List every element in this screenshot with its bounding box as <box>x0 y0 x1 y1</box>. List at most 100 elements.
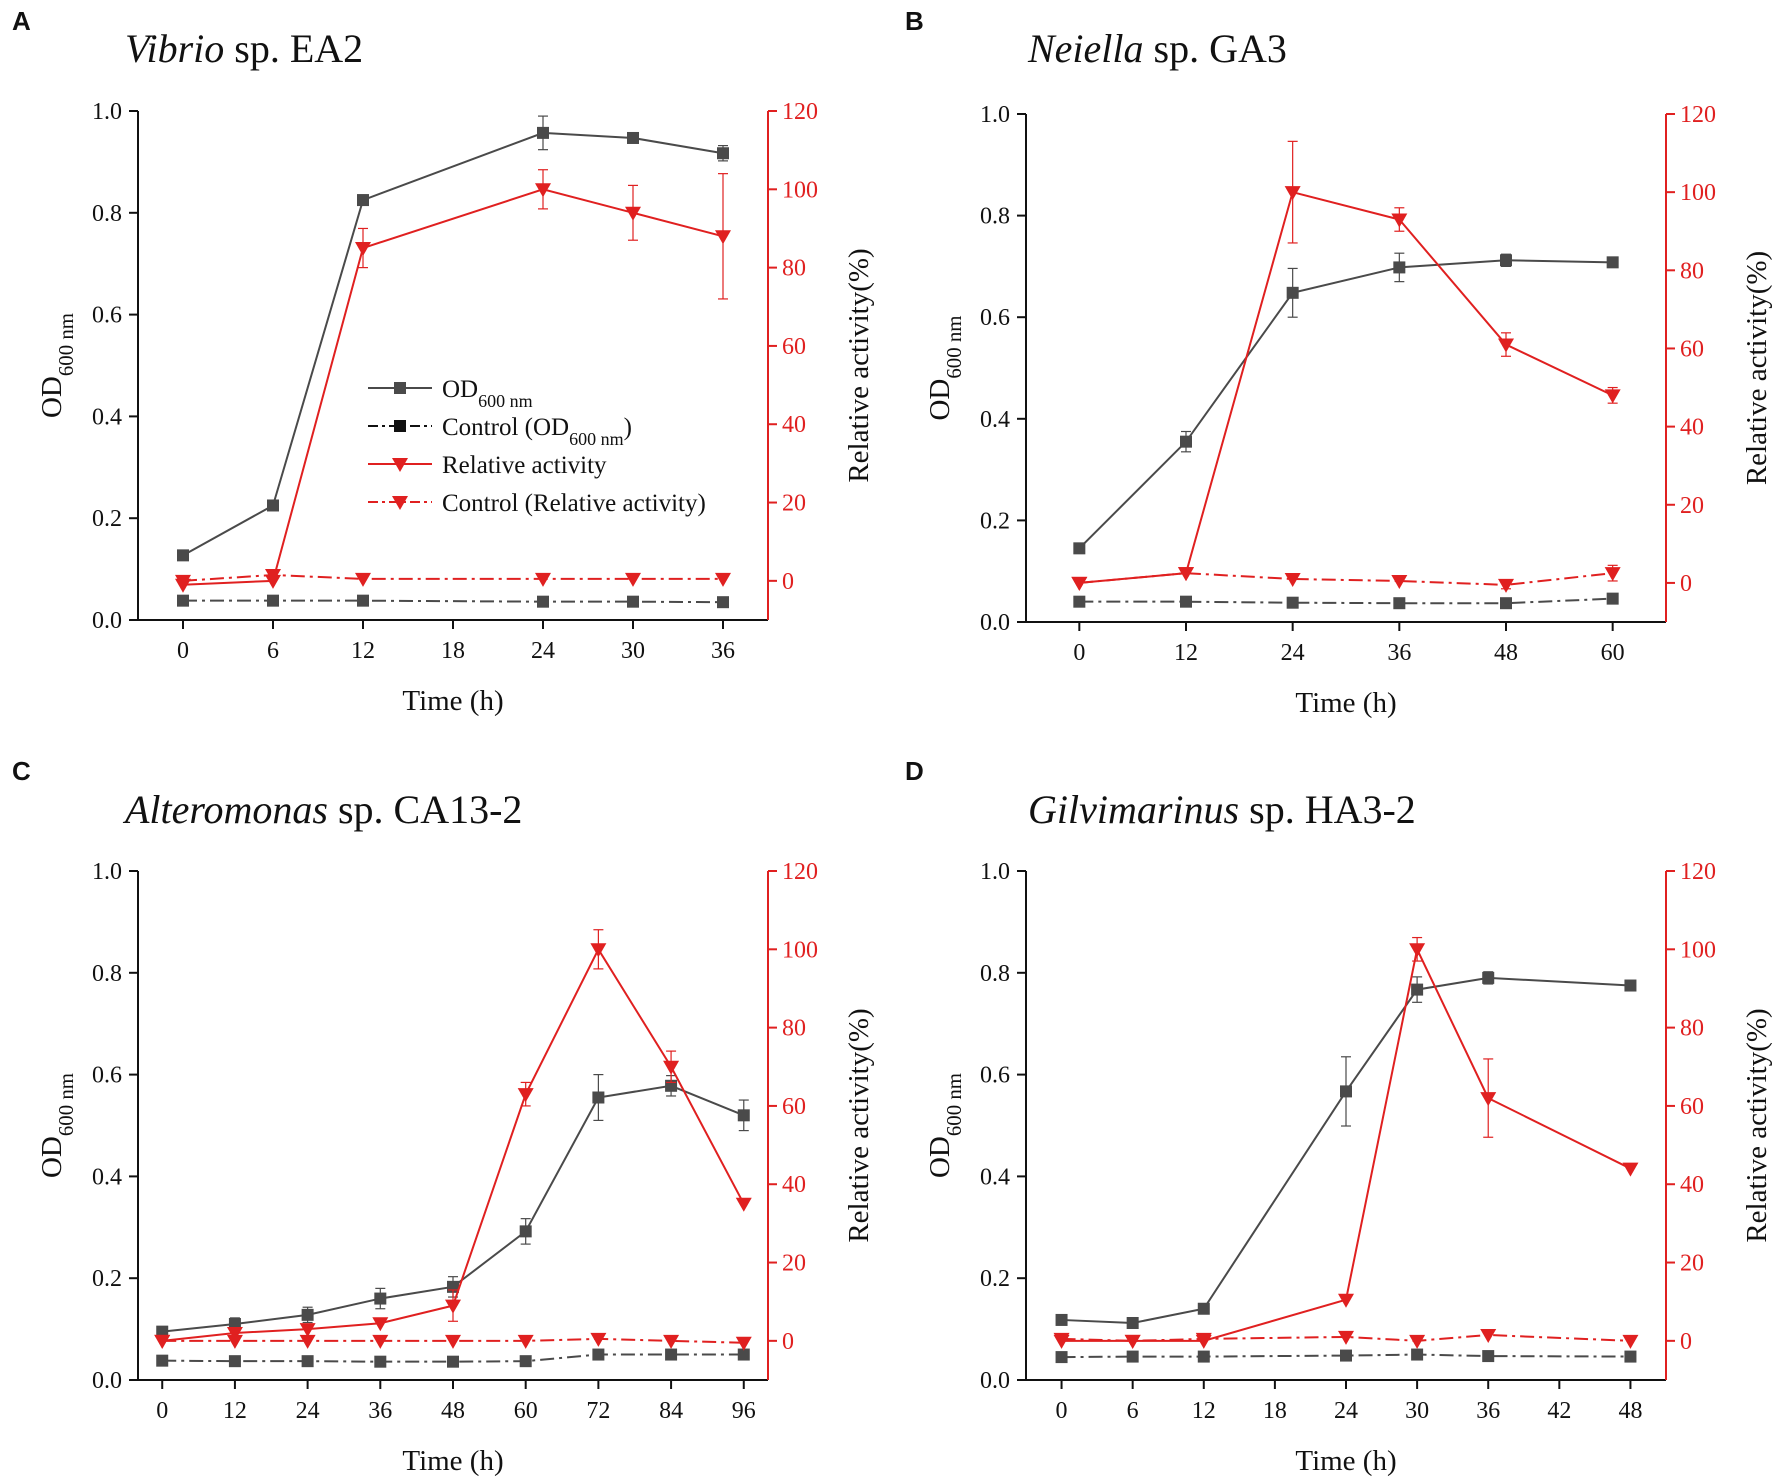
x-axis-label: Time (h) <box>402 685 503 717</box>
data-point <box>592 1091 605 1104</box>
data-point <box>355 242 371 257</box>
y-tick-label-left: 0.0 <box>980 610 1010 636</box>
data-point <box>1178 567 1194 582</box>
series-line <box>1079 572 1613 586</box>
y-axis-label-left: OD600 nm <box>36 313 78 418</box>
y-tick-label-right: 100 <box>782 177 818 203</box>
data-point <box>717 147 729 160</box>
y-tick-label-right: 0 <box>1680 571 1692 597</box>
y-tick-label-right: 40 <box>782 412 806 438</box>
data-point <box>177 549 189 562</box>
x-tick-label: 12 <box>223 1398 247 1424</box>
x-tick-label: 36 <box>1387 640 1411 666</box>
data-point <box>1338 1330 1354 1345</box>
data-point <box>265 568 281 583</box>
y-tick-label-right: 100 <box>1680 937 1716 963</box>
x-axis-label: Time (h) <box>402 1445 503 1477</box>
data-point <box>717 596 729 609</box>
data-point <box>1500 254 1512 267</box>
chart-panel-d: D Gilvimarinus sp. HA3-2 0 6 12 18 24 30 36 42 48 0… <box>905 756 1773 1477</box>
data-point <box>1622 1162 1639 1177</box>
series-1 <box>177 594 729 609</box>
y-tick-label-left: 1.0 <box>980 859 1010 885</box>
legend-swatch-marker <box>394 382 406 394</box>
series-0 <box>177 115 729 562</box>
y-axis-label-right: Relative activity(%) <box>843 1008 875 1242</box>
data-point <box>537 126 549 139</box>
y-tick-label-right: 40 <box>1680 415 1704 441</box>
data-point <box>519 1225 532 1238</box>
data-point <box>1393 597 1406 610</box>
data-point <box>535 183 551 198</box>
data-point <box>1622 1334 1639 1349</box>
y-tick-label-right: 20 <box>1680 493 1704 519</box>
y-tick-label-left: 0.2 <box>980 1266 1010 1292</box>
x-tick-label: 48 <box>441 1398 465 1424</box>
data-point <box>535 572 551 587</box>
data-point <box>374 1292 387 1305</box>
y-tick-label-right: 120 <box>1680 102 1716 128</box>
legend-label-od: OD600 nm <box>442 376 533 411</box>
x-tick-label: 0 <box>177 638 189 664</box>
x-tick-label: 24 <box>531 638 555 664</box>
data-point <box>1055 1351 1068 1364</box>
x-tick-label: 36 <box>368 1398 392 1424</box>
series-line <box>1078 259 1613 550</box>
data-point <box>301 1355 314 1368</box>
x-tick-label: 0 <box>1056 1398 1068 1424</box>
data-point <box>592 1348 605 1361</box>
data-point <box>1126 1316 1139 1329</box>
data-point <box>445 1334 461 1349</box>
data-point <box>1480 1328 1497 1343</box>
data-point <box>590 943 607 958</box>
y-axis-label-right: Relative activity(%) <box>843 248 875 482</box>
y-tick-label-left: 0.4 <box>92 1164 122 1190</box>
data-point <box>1498 578 1514 593</box>
data-point <box>715 572 731 587</box>
data-point <box>627 131 639 144</box>
y-axis-label-left: OD600 nm <box>36 1073 78 1178</box>
data-point <box>299 1323 316 1338</box>
data-point <box>1606 592 1619 605</box>
series-line <box>1061 976 1631 1324</box>
series-line <box>182 188 724 586</box>
data-point <box>226 1327 243 1342</box>
data-point <box>1286 286 1299 299</box>
x-tick-label: 72 <box>586 1398 610 1424</box>
y-tick-label-right: 80 <box>782 1016 806 1042</box>
y-tick-label-left: 0.2 <box>980 508 1010 534</box>
data-point <box>1624 1350 1637 1363</box>
data-point <box>1284 573 1301 588</box>
data-point <box>1604 567 1621 582</box>
y-tick-label-left: 1.0 <box>980 102 1010 128</box>
data-point <box>355 572 371 587</box>
data-point <box>625 572 641 587</box>
x-tick-label: 60 <box>514 1398 538 1424</box>
y-tick-label-left: 0.8 <box>92 961 122 987</box>
data-point <box>519 1355 532 1368</box>
x-tick-label: 60 <box>1601 640 1625 666</box>
series-3 <box>1071 564 1621 593</box>
data-point <box>177 594 189 607</box>
data-point <box>625 206 641 221</box>
data-point <box>1482 971 1495 984</box>
y-tick-label-right: 120 <box>782 99 818 125</box>
chart-title: Alteromonas sp. CA13-2 <box>122 787 522 832</box>
legend-swatch-marker <box>394 420 406 432</box>
y-tick-label-left: 0.6 <box>980 1063 1010 1089</box>
data-point <box>1498 338 1514 353</box>
data-point <box>1606 256 1619 269</box>
chart-title: Neiella sp. GA3 <box>1027 26 1287 71</box>
series-2 <box>1053 936 1639 1349</box>
data-point <box>175 574 191 589</box>
y-tick-label-left: 0.8 <box>92 201 122 227</box>
data-point <box>1340 1085 1352 1098</box>
x-tick-label: 0 <box>1073 640 1085 666</box>
y-axis-label-left: OD600 nm <box>924 315 966 420</box>
legend-label-control-od: Control (OD600 nm) <box>442 414 632 449</box>
data-point <box>517 1088 534 1103</box>
series-line <box>1079 597 1613 605</box>
y-tick-label-left: 0.0 <box>92 608 122 634</box>
